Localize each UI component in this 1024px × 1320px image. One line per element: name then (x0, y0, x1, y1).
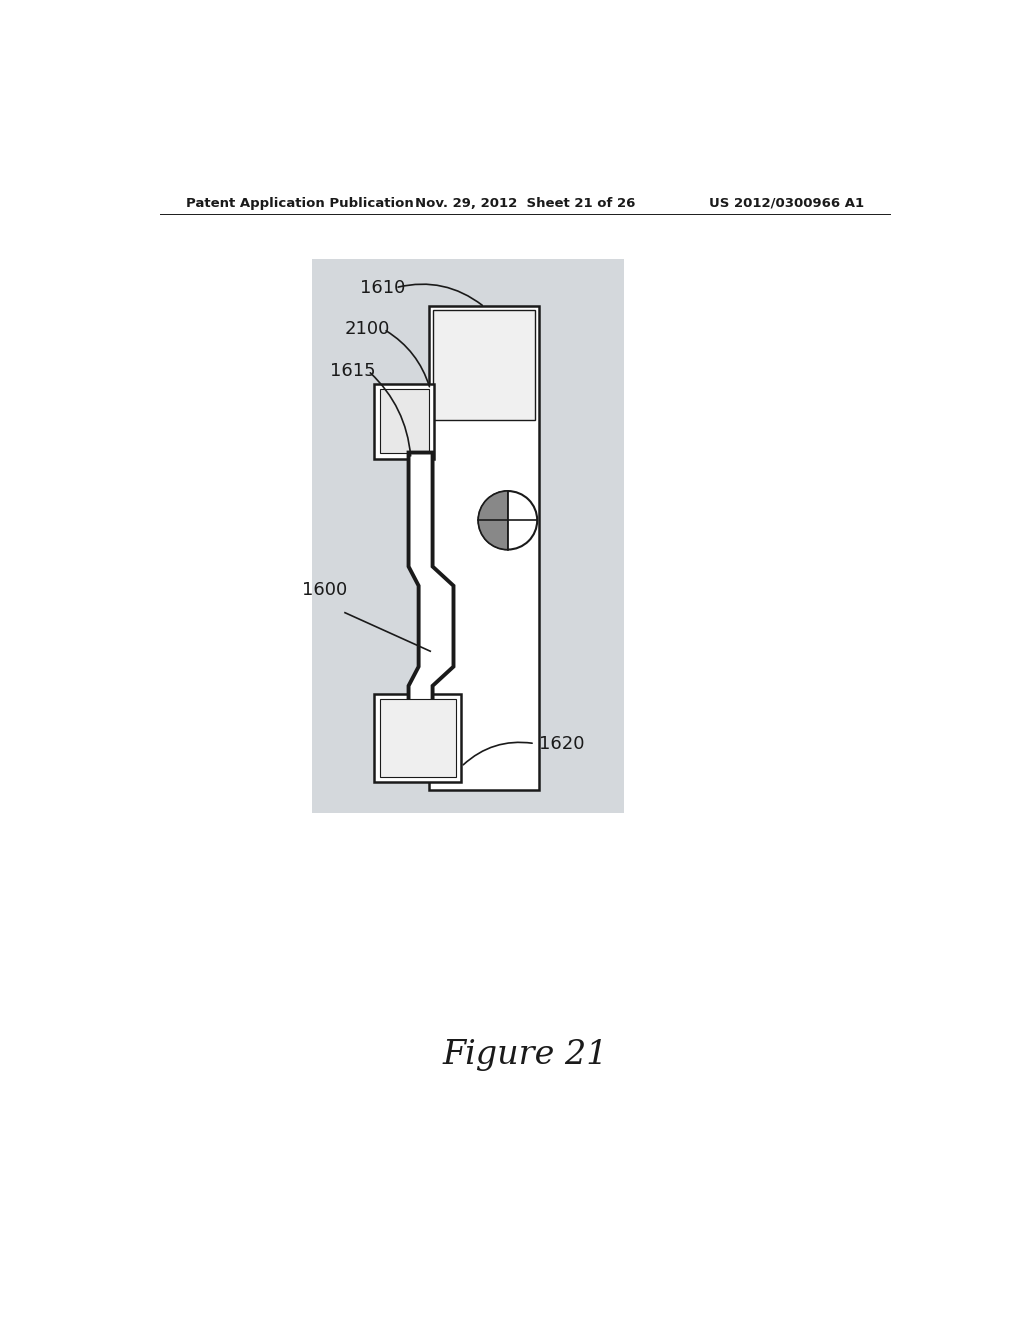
Text: 1610: 1610 (360, 279, 406, 297)
Text: 1600: 1600 (302, 581, 347, 598)
Polygon shape (432, 310, 535, 420)
Circle shape (478, 491, 538, 549)
Wedge shape (478, 491, 508, 549)
Text: 2100: 2100 (345, 321, 390, 338)
Text: Patent Application Publication: Patent Application Publication (186, 197, 414, 210)
Text: 1620: 1620 (539, 735, 585, 752)
Polygon shape (380, 700, 456, 776)
Polygon shape (375, 693, 461, 781)
Polygon shape (429, 306, 539, 789)
Polygon shape (409, 453, 454, 771)
Polygon shape (380, 389, 429, 453)
Text: Nov. 29, 2012  Sheet 21 of 26: Nov. 29, 2012 Sheet 21 of 26 (415, 197, 635, 210)
Bar (312, 259, 624, 813)
Text: 1615: 1615 (330, 362, 375, 380)
Text: Figure 21: Figure 21 (442, 1039, 607, 1072)
Polygon shape (375, 384, 434, 459)
Text: US 2012/0300966 A1: US 2012/0300966 A1 (710, 197, 864, 210)
